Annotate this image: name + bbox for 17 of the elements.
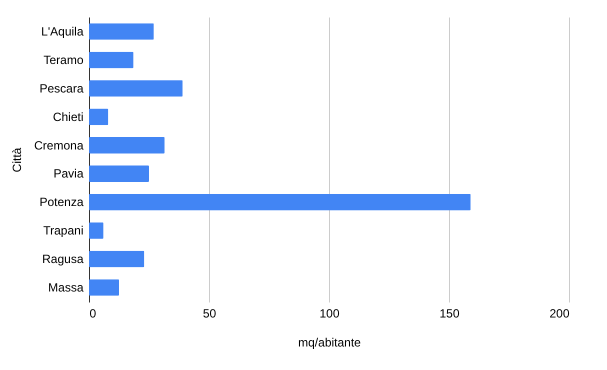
x-tick-label: 0 xyxy=(90,306,96,320)
x-tick-label: 100 xyxy=(319,306,340,320)
x-tick-label: 50 xyxy=(202,306,216,320)
y-tick-label: Trapani xyxy=(43,224,84,238)
x-tick-label: 200 xyxy=(549,306,570,320)
y-tick-label: Teramo xyxy=(43,52,84,67)
y-tick-label: Cremona xyxy=(34,138,84,152)
y-tick-label: Chieti xyxy=(52,110,84,124)
x-axis-title: mq/abitante xyxy=(298,336,362,350)
y-tick-label: Pavia xyxy=(53,166,84,181)
y-tick-label: Massa xyxy=(48,280,84,294)
y-tick-label: Potenza xyxy=(39,195,84,210)
y-axis-title: Città xyxy=(10,147,24,172)
x-tick-label: 150 xyxy=(439,306,460,320)
y-tick-label: Pescara xyxy=(39,81,84,96)
y-tick-label: Ragusa xyxy=(42,252,84,266)
y-tick-label: L'Aquila xyxy=(41,24,84,39)
